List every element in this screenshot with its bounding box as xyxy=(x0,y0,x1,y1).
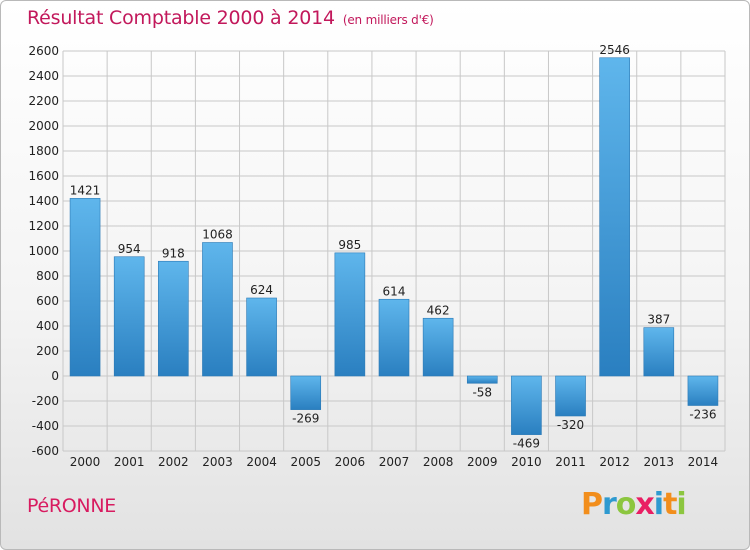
x-tick-label-2005: 2005 xyxy=(290,455,321,469)
bar-2008 xyxy=(422,317,454,377)
y-tick-label: 2000 xyxy=(28,119,59,133)
bar-2011 xyxy=(555,375,586,417)
data-label-2005: -269 xyxy=(292,412,319,426)
y-tick-label: 1600 xyxy=(28,169,59,183)
bar-2001 xyxy=(113,256,145,377)
x-tick-label-2003: 2003 xyxy=(202,455,233,469)
commune-name: PéRONNE xyxy=(27,495,116,517)
y-tick-label: 1800 xyxy=(28,144,59,158)
x-tick-label-2008: 2008 xyxy=(423,455,454,469)
y-tick-label: 2400 xyxy=(28,69,59,83)
data-label-2014: -236 xyxy=(689,408,716,422)
data-label-2009: -58 xyxy=(472,385,492,399)
x-tick-label-2000: 2000 xyxy=(70,455,101,469)
x-tick-label-2001: 2001 xyxy=(114,455,145,469)
data-label-2013: 387 xyxy=(647,313,670,327)
data-label-layer: 1421 954 918 1068 624 -269 985 614 462 -58 -469 -32… xyxy=(70,43,717,451)
x-tick-label-2012: 2012 xyxy=(599,455,630,469)
data-label-2008: 462 xyxy=(427,303,450,317)
data-label-2000: 1421 xyxy=(70,183,101,197)
bar-2003 xyxy=(202,242,233,377)
y-tick-label: 1200 xyxy=(28,219,59,233)
bar-layer xyxy=(69,57,719,435)
x-tick-label-2007: 2007 xyxy=(379,455,410,469)
data-label-2011: -320 xyxy=(557,418,584,432)
bar-2004 xyxy=(246,297,277,377)
bar-2007 xyxy=(378,298,410,377)
bar-2002 xyxy=(158,260,189,377)
data-label-2007: 614 xyxy=(383,284,406,298)
data-label-2010: -469 xyxy=(513,437,540,451)
data-label-2003: 1068 xyxy=(202,228,233,242)
bar-2010 xyxy=(511,375,542,435)
x-tick-label-2009: 2009 xyxy=(467,455,498,469)
bar-2013 xyxy=(643,327,675,377)
bar-2012 xyxy=(599,57,630,377)
logo-letter: r xyxy=(602,487,617,522)
chart-unit: (en milliers d'€) xyxy=(342,13,434,27)
bar-2009 xyxy=(466,375,498,384)
data-label-2004: 624 xyxy=(250,283,273,297)
y-tick-label: 2600 xyxy=(28,44,59,58)
logo-letter: i xyxy=(676,487,686,522)
bar-2006 xyxy=(334,252,366,377)
x-tick-label-2004: 2004 xyxy=(246,455,277,469)
y-tick-label: -400 xyxy=(32,419,59,433)
y-tick-label: 0 xyxy=(51,369,59,383)
logo-letter: o xyxy=(615,487,637,522)
y-tick-label: 600 xyxy=(36,294,59,308)
proxiti-logo: Proxiti xyxy=(581,487,687,522)
x-tick-label-2013: 2013 xyxy=(644,455,675,469)
bar-2005 xyxy=(290,375,322,410)
y-tick-label: -200 xyxy=(32,394,59,408)
y-tick-label: 1400 xyxy=(28,194,59,208)
logo-letter: t xyxy=(663,487,677,522)
y-tick-label: 1000 xyxy=(28,244,59,258)
x-tick-label-2011: 2011 xyxy=(555,455,586,469)
x-tick-label-2010: 2010 xyxy=(511,455,542,469)
y-tick-label: 2200 xyxy=(28,94,59,108)
y-tick-label: -600 xyxy=(32,444,59,458)
y-tick-label: 200 xyxy=(36,344,59,358)
data-label-2001: 954 xyxy=(118,242,141,256)
x-tick-label-2002: 2002 xyxy=(158,455,189,469)
logo-letter: i xyxy=(653,487,664,522)
data-label-2002: 918 xyxy=(162,246,185,260)
x-tick-label-2014: 2014 xyxy=(688,455,719,469)
y-tick-label: 800 xyxy=(36,269,59,283)
x-tick-label-2006: 2006 xyxy=(335,455,366,469)
y-tick-label: 400 xyxy=(36,319,59,333)
chart-title-text: Résultat Comptable 2000 à 2014 xyxy=(27,7,335,29)
chart-title: Résultat Comptable 2000 à 2014 (en millie… xyxy=(27,7,434,29)
bar-2000 xyxy=(69,198,101,377)
data-label-2006: 985 xyxy=(338,238,361,252)
axis-layer: -600 -400 -200 0 200 400 600 800 1000 1200 1400 160… xyxy=(28,44,718,469)
logo-letter: P xyxy=(581,487,603,522)
logo-letter: x xyxy=(635,487,654,522)
data-label-2012: 2546 xyxy=(599,43,630,57)
bar-2014 xyxy=(687,375,719,406)
